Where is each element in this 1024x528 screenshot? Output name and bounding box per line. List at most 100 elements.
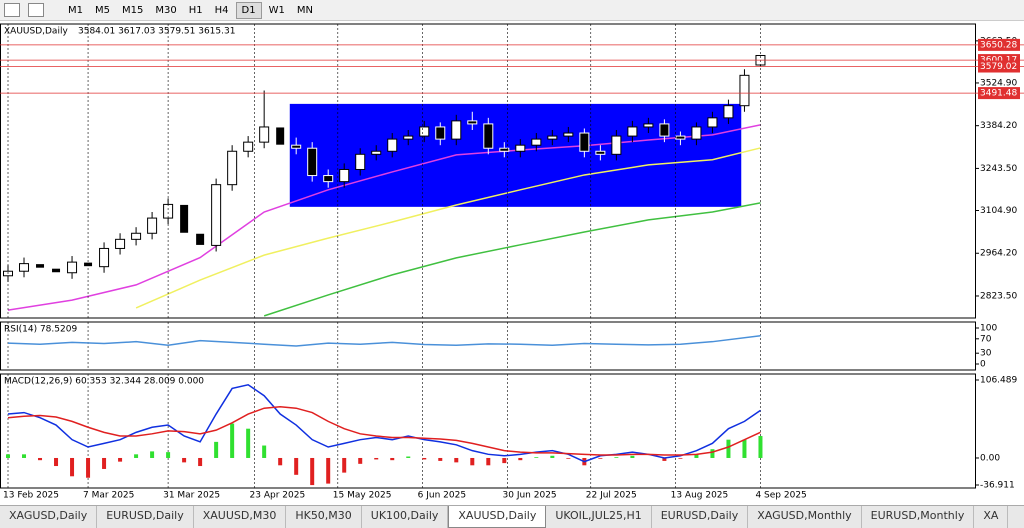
timeframe-button[interactable]: M1 (68, 4, 83, 16)
chart-tab[interactable]: EURUSD,Monthly (862, 506, 975, 528)
histogram-bar (118, 457, 123, 462)
pane (7, 335, 761, 347)
histogram-bar (310, 457, 315, 486)
chart-tab[interactable]: UKOIL,JUL25,H1 (546, 506, 652, 528)
timeframe-button[interactable]: D1 (235, 1, 262, 19)
x-tick-label: 22 Jul 2025 (586, 491, 637, 501)
histogram-bar (486, 457, 491, 466)
histogram-bar (710, 449, 715, 458)
timeframe-button[interactable]: M30 (155, 4, 177, 16)
pane-title: MACD(12,26,9) 60.353 32.344 28.009 0.000 (4, 377, 204, 387)
indicator-line (135, 147, 761, 309)
chart-tab[interactable]: HK50,M30 (286, 506, 362, 528)
histogram-bar (662, 457, 667, 461)
price-label: 3650.28 (980, 40, 1017, 50)
histogram-bar (742, 439, 747, 458)
histogram-bar (6, 454, 11, 458)
chart-tab[interactable]: UK100,Daily (362, 506, 449, 528)
histogram-bar (470, 457, 475, 466)
candle-body (403, 135, 414, 140)
candle-body (467, 120, 478, 125)
histogram-bar (166, 452, 171, 458)
histogram-bar (630, 455, 635, 458)
histogram-bar (566, 457, 571, 459)
histogram-bar (518, 457, 523, 461)
y-tick-label: 3104.90 (980, 206, 1017, 216)
histogram-bar (678, 457, 683, 459)
timeframe-button[interactable]: H1 (188, 4, 203, 16)
histogram-bar (102, 457, 107, 469)
histogram-bar (502, 457, 507, 464)
histogram-bar (182, 457, 187, 463)
x-tick-label: 30 Jun 2025 (503, 491, 557, 501)
pane-title: RSI(14) 78.5209 (4, 325, 77, 335)
price-label: 3491.48 (980, 89, 1017, 99)
price-label-box (978, 54, 1020, 67)
indicator-line (7, 124, 761, 311)
pane (3, 54, 766, 317)
chart: 2823.50 2964.20 3104.90 3243.50 3384.20 3524.… (0, 21, 1024, 505)
candle-body (579, 132, 590, 152)
timeframe-button[interactable]: M15 (122, 4, 144, 16)
histogram-bar (70, 457, 75, 477)
candle-body (659, 123, 670, 137)
candle-body (259, 126, 270, 143)
price-label: 3579.02 (980, 62, 1017, 72)
y-tick-label: 106.489 (980, 376, 1017, 386)
candle-body (355, 153, 366, 170)
candle-body (499, 147, 510, 152)
histogram-bar (406, 456, 411, 458)
histogram-bar (598, 457, 603, 459)
histogram-bar (134, 454, 139, 458)
histogram-bar (198, 457, 203, 467)
histogram-bar (390, 457, 395, 461)
histogram-bar (694, 454, 699, 458)
timeframe-button[interactable]: M5 (95, 4, 110, 16)
candle-body (419, 126, 430, 137)
candle-body (435, 126, 446, 140)
x-tick-label: 13 Feb 2025 (3, 491, 59, 501)
pane-border (0, 23, 976, 319)
price-label-box (978, 60, 1020, 73)
chart-tab[interactable]: XAUUSD,M30 (194, 506, 287, 528)
candle-body (19, 263, 30, 272)
indicator-line (7, 405, 761, 456)
candle-body (275, 126, 286, 146)
candle-body (691, 126, 702, 140)
histogram-bar (246, 428, 251, 458)
timeframe-button[interactable]: W1 (268, 4, 285, 16)
ohlc-values: 3584.01 3617.03 3579.51 3615.31 (78, 27, 235, 37)
tool-icon[interactable] (28, 3, 44, 17)
histogram-bar (38, 457, 43, 461)
chart-tab[interactable]: EURUSD,Daily (652, 506, 749, 528)
x-tick-label: 13 Aug 2025 (671, 491, 729, 501)
candle-body (371, 150, 382, 155)
chart-tab[interactable]: XA (974, 506, 1009, 528)
histogram-bar (726, 439, 731, 458)
chart-tab[interactable]: XAUUSD,Daily (448, 506, 547, 528)
candle-body (195, 232, 206, 246)
indicator-line (7, 383, 761, 463)
histogram-bar (614, 457, 619, 458)
candle-body (627, 126, 638, 137)
candle-body (99, 247, 110, 268)
timeframe-button[interactable]: H4 (214, 4, 229, 16)
chart-tab[interactable]: EURUSD,Daily (97, 506, 194, 528)
indicator-line (7, 335, 761, 347)
histogram-bar (230, 423, 235, 458)
toolbar: M1 M5 M15 M30 H1 H4 D1 W1 MN (0, 0, 1024, 21)
price-label-box (978, 87, 1020, 100)
tool-icon[interactable] (4, 3, 20, 17)
y-tick-label: 3524.90 (980, 78, 1017, 88)
chart-tab[interactable]: XAGUSD,Monthly (748, 506, 862, 528)
chart-background (0, 21, 1024, 505)
y-tick-label: 2964.20 (980, 249, 1017, 259)
y-tick-label: 70 (980, 334, 992, 344)
candle-body (227, 150, 238, 186)
candle-body (291, 144, 302, 149)
histogram-bar (358, 457, 363, 464)
chart-tab[interactable]: XAGUSD,Daily (0, 506, 98, 528)
timeframe-button[interactable]: MN (296, 4, 313, 16)
candle-body (307, 147, 318, 177)
x-tick-label: 7 Mar 2025 (83, 491, 134, 501)
